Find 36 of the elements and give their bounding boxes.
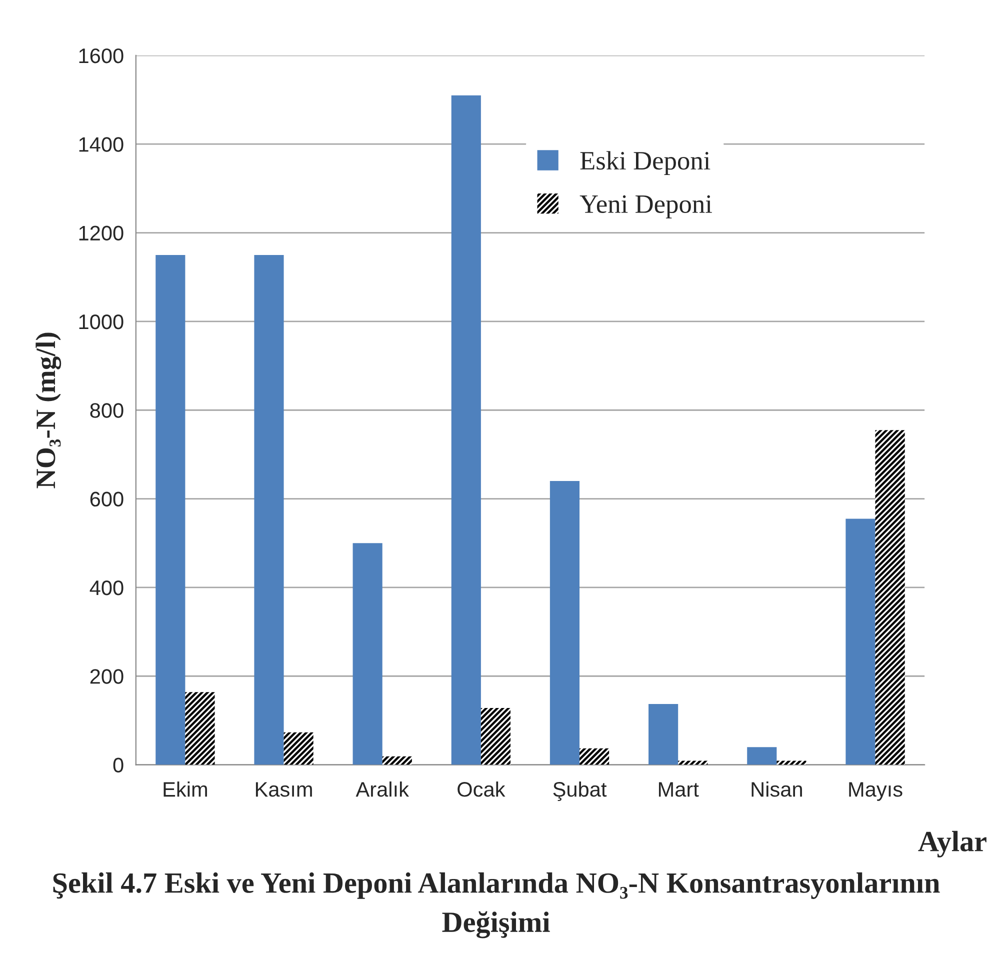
x-tick-label: Aralık bbox=[356, 781, 410, 797]
bar bbox=[747, 747, 777, 765]
bar bbox=[550, 481, 580, 765]
y-tick-label: 1200 bbox=[79, 226, 124, 241]
bar bbox=[284, 732, 314, 765]
y-tick-label: 1600 bbox=[79, 48, 124, 64]
y-tick-label: 1400 bbox=[79, 137, 124, 152]
legend-label: Eski Deponi bbox=[580, 151, 710, 176]
x-axis-title: Aylar bbox=[918, 830, 986, 858]
x-tick-label: Ocak bbox=[458, 781, 506, 797]
bar bbox=[352, 543, 382, 765]
bar bbox=[254, 254, 284, 765]
bar bbox=[846, 518, 876, 765]
y-tick-label: 400 bbox=[90, 580, 124, 596]
x-tick-label: Kasım bbox=[256, 782, 312, 797]
bar bbox=[156, 254, 186, 765]
bar bbox=[875, 430, 905, 765]
bar bbox=[648, 704, 678, 765]
x-tick-label: Mart bbox=[658, 782, 699, 797]
y-tick-label: 0 bbox=[113, 758, 124, 773]
bar bbox=[451, 95, 481, 765]
bar bbox=[480, 708, 511, 765]
bar bbox=[185, 692, 215, 765]
bar bbox=[382, 756, 412, 765]
x-tick-label: Şubat bbox=[553, 781, 607, 801]
text: Şekil 4.7 Eski ve Yeni Deponi Alanlarında NO₃-N Konsantrasyonlarının Değişimi bbox=[53, 872, 940, 938]
y-tick-label: 200 bbox=[90, 669, 124, 684]
y-axis-title: NO₃-N (mg/l) bbox=[36, 332, 62, 488]
x-tick-label: Ekim bbox=[164, 781, 207, 797]
y-tick-label: 1000 bbox=[79, 314, 124, 330]
x-tick-label: Mayıs bbox=[849, 782, 902, 801]
y-tick-label: 600 bbox=[90, 492, 124, 507]
bar bbox=[580, 748, 610, 765]
legend-label: Yeni Deponi bbox=[580, 195, 712, 218]
y-tick-label: 800 bbox=[90, 403, 124, 418]
x-tick-label: Nisan bbox=[752, 781, 802, 797]
